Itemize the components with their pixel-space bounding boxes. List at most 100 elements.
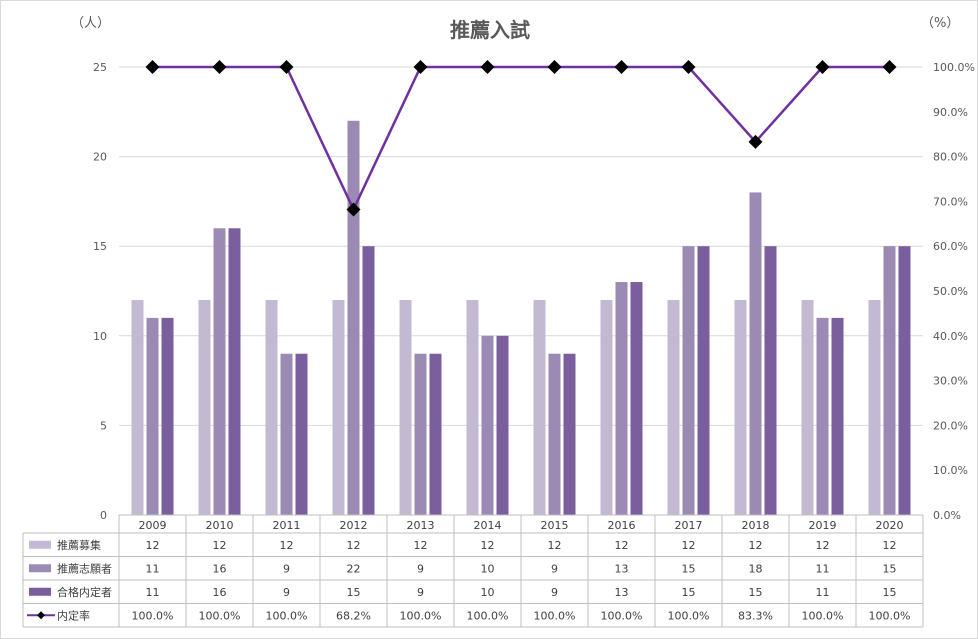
table-cell: 12 (615, 539, 629, 552)
y-right-unit: （%） (921, 16, 959, 31)
table-cell: 12 (682, 539, 696, 552)
y-right-tick-label: 10.0% (933, 464, 968, 477)
y-right-tick-label: 80.0% (933, 151, 968, 164)
bar (533, 299, 546, 515)
bar (198, 299, 211, 515)
bar (734, 299, 747, 515)
rate-marker (748, 134, 763, 149)
table-cell: 12 (347, 539, 361, 552)
legend-key (29, 540, 51, 549)
table-cell: 100.0% (802, 609, 844, 622)
y-left-tick-label: 15 (93, 240, 107, 253)
table-cell: 11 (146, 586, 160, 599)
data-table: 2009 2010 2011 2012 2013 2014 2015 2016 2017 2018… (22, 514, 924, 628)
y-left-tick-label: 20 (93, 151, 107, 164)
bar (563, 353, 576, 515)
y-right-tick-label: 60.0% (933, 240, 968, 253)
rate-marker (681, 60, 696, 74)
bar (280, 353, 293, 515)
bar (347, 120, 360, 515)
table-cell: 100.0% (869, 609, 911, 622)
table-cell: 10 (481, 586, 495, 599)
bar (682, 246, 695, 515)
bar (831, 317, 844, 515)
rate-marker (614, 60, 629, 74)
bar (749, 192, 762, 515)
rate-marker (279, 60, 294, 74)
table-cell: 12 (414, 539, 428, 552)
bar (883, 246, 896, 515)
rate-marker (145, 60, 160, 74)
table-cell: 13 (615, 562, 629, 575)
table-cell: 100.0% (534, 609, 576, 622)
bar (466, 299, 479, 515)
table-cell: 11 (816, 562, 830, 575)
table-cell: 9 (283, 562, 290, 575)
bar (429, 353, 442, 515)
bar (399, 299, 412, 515)
y-right-tick-label: 100.0% (933, 61, 975, 74)
table-cell: 16 (213, 562, 227, 575)
bar (600, 299, 613, 515)
bar (161, 317, 174, 515)
table-cell: 22 (347, 562, 361, 575)
x-tick-label: 2014 (474, 519, 502, 532)
bar (496, 335, 509, 515)
y-right-tick-label: 90.0% (933, 106, 968, 119)
table-cell: 100.0% (467, 609, 509, 622)
x-tick-label: 2015 (541, 519, 569, 532)
x-tick-label: 2016 (608, 519, 636, 532)
table-cell: 15 (347, 586, 361, 599)
x-tick-label: 2009 (139, 519, 167, 532)
table-cell: 15 (749, 586, 763, 599)
y-left-tick-label: 5 (100, 419, 107, 432)
table-cell: 15 (682, 586, 696, 599)
table-cell: 10 (481, 562, 495, 575)
table-cell: 16 (213, 586, 227, 599)
bar (548, 353, 561, 515)
bar (481, 335, 494, 515)
table-cell: 18 (749, 562, 763, 575)
y-right-tick-label: 50.0% (933, 285, 968, 298)
bar (816, 317, 829, 515)
table-cell: 100.0% (668, 609, 710, 622)
y-left-unit: （人） (71, 16, 110, 31)
bar (667, 299, 680, 515)
x-tick-label: 2017 (675, 519, 703, 532)
legend-key (29, 564, 51, 573)
bars (131, 120, 911, 515)
table-cell: 11 (146, 562, 160, 575)
rate-line-path (152, 65, 890, 213)
x-tick-label: 2011 (273, 519, 301, 532)
rate-marker (212, 60, 227, 74)
table-cell: 9 (417, 562, 424, 575)
table-cell: 12 (749, 539, 763, 552)
table-cell: 15 (883, 562, 897, 575)
x-tick-label: 2013 (407, 519, 435, 532)
table-cell: 100.0% (199, 609, 241, 622)
bar (295, 353, 308, 515)
x-tick-label: 2019 (809, 519, 837, 532)
bar (228, 228, 241, 515)
x-tick-label: 2012 (340, 519, 368, 532)
table-cell: 100.0% (132, 609, 174, 622)
bar (697, 246, 710, 515)
bar (265, 299, 278, 515)
table-cell: 12 (280, 539, 294, 552)
y-right-tick-label: 20.0% (933, 419, 968, 432)
x-tick-label: 2010 (206, 519, 234, 532)
y-right-tick-label: 30.0% (933, 375, 968, 388)
table-cell: 12 (146, 539, 160, 552)
rate-line (145, 60, 897, 217)
y-right-tick-label: 0.0% (933, 509, 961, 522)
table-cell: 100.0% (400, 609, 442, 622)
table-cell: 12 (883, 539, 897, 552)
table-cell: 68.2% (336, 609, 371, 622)
axes: 0 5 10 15 20 25 0.0% 10.0% 20.0% 30.0% 40.0% 50.0% 6… (93, 61, 975, 522)
legend-label: 合格内定者 (57, 585, 112, 599)
bar (414, 353, 427, 515)
table-cell: 100.0% (601, 609, 643, 622)
legend-label: 推薦志願者 (57, 561, 112, 575)
